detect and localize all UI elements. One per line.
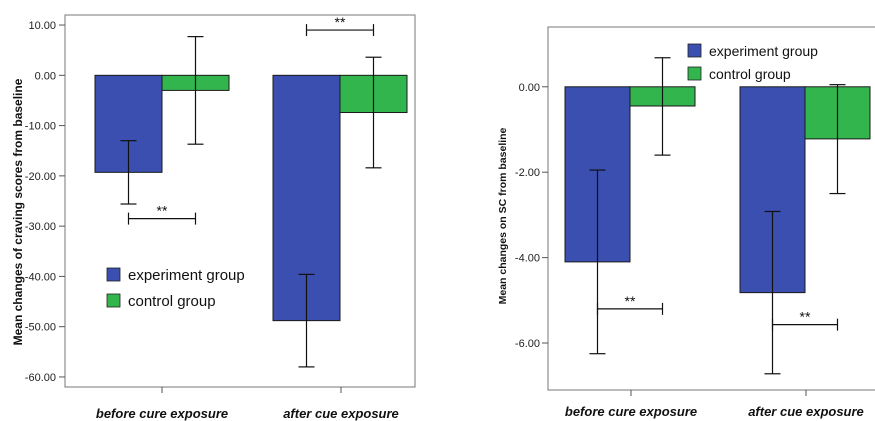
- legend-swatch-experiment: [106, 267, 121, 282]
- plot-area: [64, 14, 416, 388]
- legend-label-experiment: experiment group: [709, 43, 818, 59]
- legend-label-control: control group: [709, 66, 791, 82]
- y-tick: -2.00: [515, 167, 540, 179]
- significance-label: **: [157, 203, 168, 219]
- y-axis-label: Mean changes on SC from baseline: [497, 127, 509, 304]
- bars: ** **: [542, 57, 871, 396]
- y-tick: -30.00: [25, 221, 56, 233]
- y-ticks: 10.00 0.00 -10.00 -20.00 -30.00 -40.00 -…: [25, 20, 56, 384]
- x-category-label: before cure exposure: [96, 406, 228, 421]
- significance-label: **: [800, 309, 811, 325]
- y-tick: -60.00: [25, 372, 56, 384]
- legend-swatch-experiment: [687, 43, 702, 58]
- y-tick: -40.00: [25, 271, 56, 283]
- significance-label: **: [625, 293, 636, 309]
- y-tick: -4.00: [515, 253, 540, 265]
- x-category-label: after cue exposure: [748, 404, 864, 419]
- legend: experiment group control group: [106, 267, 245, 310]
- legend-label-control: control group: [128, 293, 216, 310]
- legend: experiment group control group: [687, 43, 818, 82]
- y-tick: 0.00: [35, 70, 56, 82]
- sc-chart: Mean changes on SC from baseline 0.00 -2…: [497, 26, 875, 419]
- y-tick: 10.00: [28, 20, 56, 32]
- y-tick: 0.00: [519, 82, 540, 94]
- legend-swatch-control: [106, 293, 121, 308]
- y-ticks: 0.00 -2.00 -4.00 -6.00: [515, 82, 540, 350]
- legend-label-experiment: experiment group: [128, 267, 245, 284]
- significance-label: **: [335, 14, 346, 30]
- legend-swatch-control: [687, 66, 702, 81]
- x-category-label: after cue exposure: [283, 406, 399, 421]
- craving-chart: Mean changes of craving scores from base…: [11, 14, 416, 421]
- y-tick: -10.00: [25, 121, 56, 133]
- y-tick: -20.00: [25, 171, 56, 183]
- y-tick: -6.00: [515, 338, 540, 350]
- x-category-label: before cure exposure: [565, 404, 697, 419]
- y-tick: -50.00: [25, 322, 56, 334]
- bars: ** **: [59, 14, 408, 393]
- y-axis-label: Mean changes of craving scores from base…: [11, 78, 25, 345]
